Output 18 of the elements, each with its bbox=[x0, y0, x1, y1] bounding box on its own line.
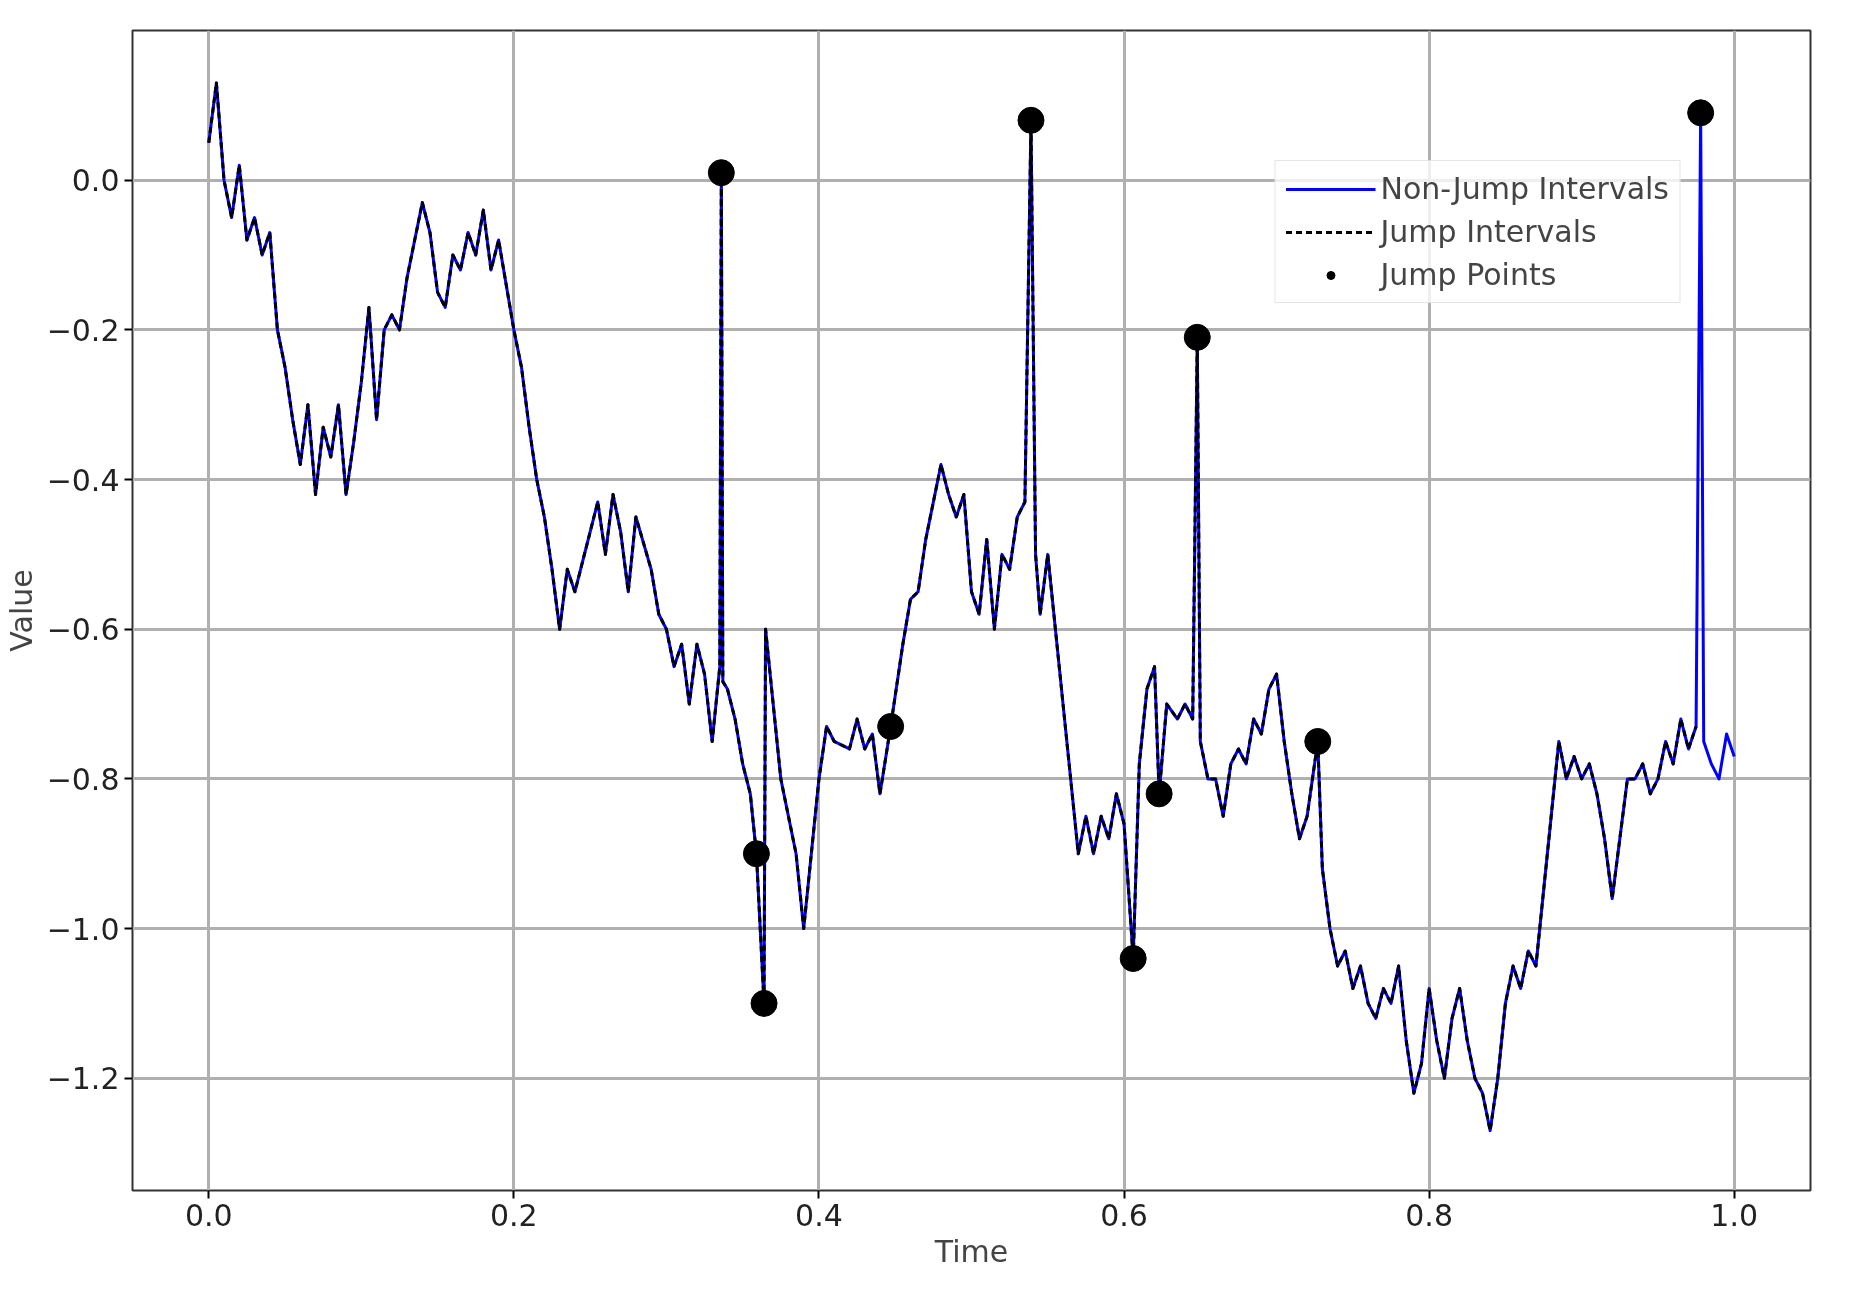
y-tick-label: −0.2 bbox=[46, 312, 120, 348]
x-tick-label: 0.4 bbox=[795, 1197, 843, 1233]
legend-label: Non-Jump Intervals bbox=[1380, 171, 1669, 206]
x-tick-label: 1.0 bbox=[1710, 1197, 1759, 1233]
x-tick-label: 0.6 bbox=[1100, 1197, 1148, 1233]
x-axis-title: Time bbox=[933, 1233, 1009, 1269]
y-tick-label: 0.0 bbox=[71, 163, 120, 199]
x-tick-label: 0.2 bbox=[490, 1197, 538, 1233]
y-tick-label: −0.4 bbox=[46, 462, 120, 498]
legend-label: Jump Intervals bbox=[1380, 214, 1597, 249]
x-tick-label: 0.0 bbox=[184, 1197, 233, 1233]
y-tick-label: −1.0 bbox=[46, 911, 120, 947]
y-tick-label: −1.2 bbox=[46, 1061, 120, 1097]
y-tick-label: −0.8 bbox=[46, 761, 120, 797]
y-tick-label: −0.6 bbox=[46, 612, 120, 648]
legend-label: Jump Points bbox=[1380, 257, 1557, 292]
y-axis-title: Value bbox=[3, 569, 39, 652]
x-tick-label: 0.8 bbox=[1405, 1197, 1453, 1233]
